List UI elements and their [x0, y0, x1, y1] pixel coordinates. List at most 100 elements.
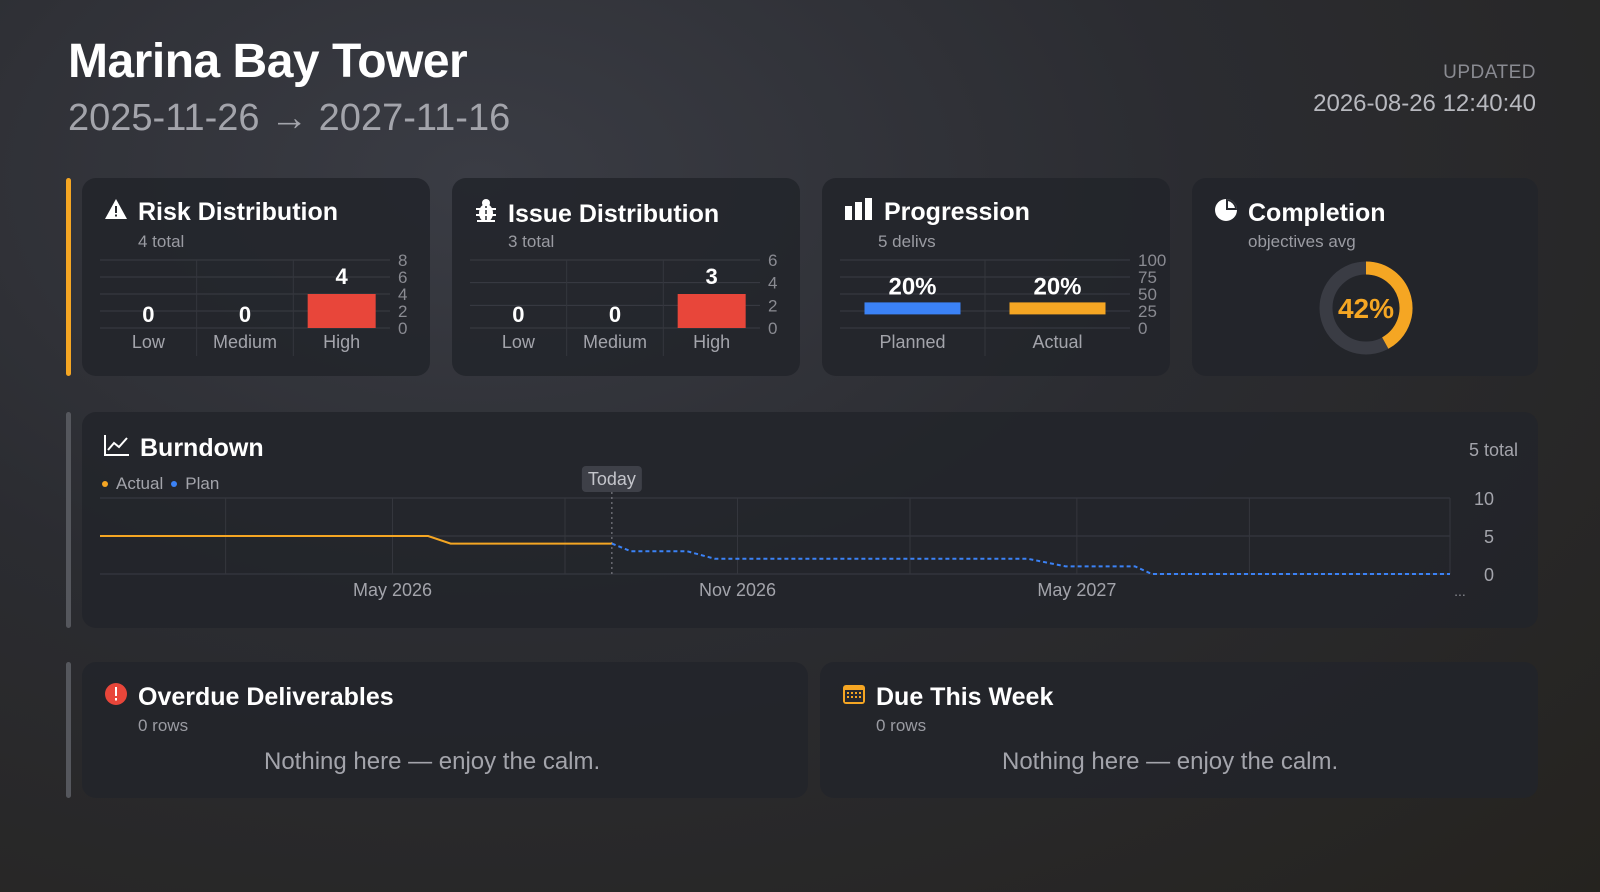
bar-chart-icon: [844, 198, 874, 227]
completion-card-header: Completion: [1214, 198, 1386, 229]
burndown-chart: 0 5 10 May 2026 Nov 2026 May 2027 Today...: [100, 466, 1494, 600]
burndown-y-tick-label: 5: [1484, 527, 1494, 547]
risk-card[interactable]: Risk Distribution 4 total 0 2 4 6 8 0 Low 0 Medi…: [82, 178, 430, 376]
y-tick-label: 100: [1138, 251, 1166, 270]
page-header: Marina Bay Tower 2025-11-26 → 2027-11-16…: [68, 34, 1536, 144]
series-actual-line: [100, 535, 612, 545]
y-tick-label: 2: [768, 296, 777, 315]
updated-label: UPDATED: [1443, 62, 1536, 83]
issue-subtitle: 3 total: [508, 232, 555, 251]
progression-title: Progression: [884, 198, 1030, 226]
page-title: Marina Bay Tower: [68, 35, 468, 88]
today-badge: [581, 466, 642, 492]
risk-card-header: Risk Distribution: [104, 198, 338, 227]
burndown-y-tick-label: 0: [1484, 565, 1494, 585]
y-tick-label: 2: [398, 302, 407, 321]
due-week-subtitle: 0 rows: [876, 716, 927, 735]
bar: [864, 302, 961, 315]
progression-card-header: Progression: [844, 198, 1030, 227]
progression-card[interactable]: Progression 5 delivs 0 25 50 75 100 20% Planne…: [822, 178, 1170, 376]
y-tick-label: 4: [398, 285, 407, 304]
overdue-card[interactable]: Overdue Deliverables 0 rows Nothing here…: [82, 662, 808, 798]
y-tick-label: 0: [768, 319, 777, 338]
bar: [307, 294, 376, 328]
due-week-title: Due This Week: [876, 683, 1054, 711]
overdue-title: Overdue Deliverables: [138, 683, 394, 711]
category-label: Planned: [879, 332, 945, 352]
donut-fill-arc: [1365, 261, 1413, 349]
due-week-card[interactable]: Due This Week 0 rows Nothing here — enjo…: [820, 662, 1538, 798]
risk-title: Risk Distribution: [138, 198, 339, 226]
due-week-card-header: Due This Week: [842, 682, 1053, 713]
y-tick-label: 4: [768, 274, 777, 293]
completion-title: Completion: [1248, 199, 1386, 227]
donut-center-label: 42%: [1338, 293, 1394, 324]
alert-circle-icon: [104, 682, 128, 713]
bar: [677, 294, 746, 328]
y-tick-label: 0: [1138, 319, 1147, 338]
risk-subtitle: 4 total: [138, 232, 185, 251]
burndown-total: 5 total: [1468, 440, 1518, 460]
burndown-card[interactable]: Burndown 5 total Actual Plan 0 5 10 May 202…: [82, 412, 1538, 628]
completion-card[interactable]: Completion objectives avg 42%: [1192, 178, 1538, 376]
burndown-legend: Actual Plan: [102, 474, 219, 494]
bar: [1009, 302, 1106, 315]
updated-timestamp: 2026-08-26 12:40:40: [1313, 90, 1536, 117]
pie-chart-icon: [1214, 198, 1238, 229]
y-tick-label: 25: [1138, 302, 1157, 321]
project-date-range: 2025-11-26 → 2027-11-16: [68, 97, 511, 139]
issue-card[interactable]: Issue Distribution 3 total 0 2 4 6 0 Low 0 Medi…: [452, 178, 800, 376]
burndown-title: Burndown: [140, 434, 264, 462]
burndown-x-tick-label: Nov 2026: [699, 580, 776, 600]
burndown-more-indicator: ...: [1454, 583, 1466, 599]
overdue-subtitle: 0 rows: [138, 716, 189, 735]
completion-donut: 42%: [1319, 261, 1413, 355]
burndown-card-header: Burndown: [104, 434, 264, 463]
row2-accent-bar: [66, 412, 71, 628]
category-label: Medium: [213, 332, 277, 352]
burndown-x-tick-label: May 2026: [353, 580, 432, 600]
y-tick-label: 75: [1138, 268, 1157, 287]
category-label: High: [323, 332, 360, 352]
bug-icon: [474, 198, 498, 231]
today-label: Today: [588, 469, 636, 489]
legend-actual-dot: [102, 481, 108, 487]
legend-plan-dot: [171, 481, 178, 487]
issue-chart: 0 2 4 6 0 Low 0 Medium 3 High: [470, 251, 777, 356]
legend-actual-label: Actual: [116, 474, 164, 493]
progression-subtitle: 5 delivs: [878, 232, 936, 251]
bar-value-label: 20%: [888, 273, 936, 300]
bar-value-label: 20%: [1033, 273, 1081, 300]
row1-accent-bar: [66, 178, 71, 376]
burndown-x-tick-label: May 2027: [1037, 580, 1116, 600]
bar-value-label: 0: [142, 302, 154, 327]
y-tick-label: 0: [398, 319, 407, 338]
category-label: Medium: [583, 332, 647, 352]
y-tick-label: 6: [768, 251, 777, 270]
updated-block: UPDATED 2026-08-26 12:40:40: [1313, 62, 1536, 118]
bar-value-label: 0: [609, 302, 621, 327]
bar-value-label: 0: [512, 302, 524, 327]
burndown-y-tick-label: 10: [1474, 489, 1494, 509]
bar-value-label: 4: [336, 264, 349, 289]
overdue-card-header: Overdue Deliverables: [104, 682, 394, 713]
issue-card-header: Issue Distribution: [474, 198, 719, 231]
issue-title: Issue Distribution: [508, 200, 720, 228]
category-label: Low: [132, 332, 166, 352]
overdue-empty-message: Nothing here — enjoy the calm.: [264, 748, 601, 775]
calendar-icon: [842, 682, 866, 713]
category-label: High: [693, 332, 730, 352]
row3-accent-bar: [66, 662, 71, 798]
due-week-empty-message: Nothing here — enjoy the calm.: [1002, 748, 1339, 775]
bar-value-label: 0: [239, 302, 251, 327]
y-tick-label: 8: [398, 251, 407, 270]
line-chart-icon: [104, 434, 130, 463]
legend-plan-label: Plan: [185, 474, 220, 493]
warning-icon: [104, 198, 128, 227]
category-label: Low: [502, 332, 536, 352]
series-plan-line: [611, 542, 1450, 575]
category-label: Actual: [1032, 332, 1082, 352]
y-tick-label: 50: [1138, 285, 1157, 304]
